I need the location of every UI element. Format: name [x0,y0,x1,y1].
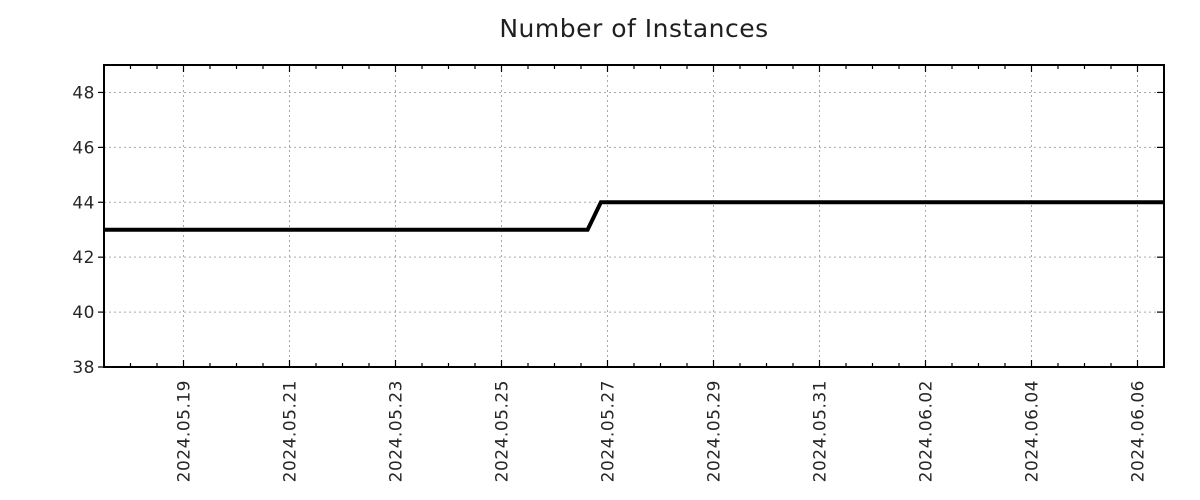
plot-frame [103,64,1165,368]
y-tick-label: 42 [72,248,95,268]
x-tick-label: 2024.05.23 [387,380,407,482]
series-line-instances [104,200,1164,232]
y-tick-label: 46 [72,138,95,158]
x-tick-label: 2024.06.06 [1129,380,1149,482]
x-tick-label: 2024.05.25 [493,380,513,482]
x-tick-label: 2024.05.19 [175,380,195,482]
x-tick-label: 2024.05.27 [599,380,619,482]
y-tick-label: 40 [72,303,95,323]
y-tick-label: 44 [72,193,95,213]
x-tick-label: 2024.06.02 [917,380,937,482]
x-tick-label: 2024.05.21 [281,380,301,482]
x-tick-label: 2024.06.04 [1023,380,1043,482]
y-tick-label: 38 [72,358,95,378]
chart-title: Number of Instances [499,14,769,43]
x-tick-label: 2024.05.31 [811,380,831,482]
x-tick-label: 2024.05.29 [705,380,725,482]
y-tick-label: 48 [72,83,95,103]
